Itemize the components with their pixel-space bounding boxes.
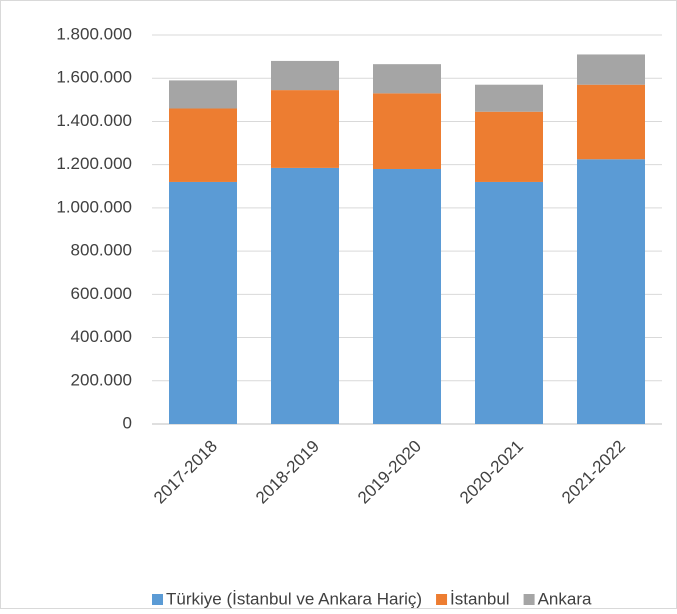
y-tick-label: 1.400.000 [56, 111, 132, 130]
bar-segment [373, 64, 441, 94]
bar-segment [577, 84, 645, 160]
bar-segment [271, 90, 339, 168]
y-tick-label: 1.200.000 [56, 154, 132, 173]
bar-segment [475, 111, 543, 182]
y-tick-label: 200.000 [71, 370, 132, 389]
y-tick-label: 800.000 [71, 241, 132, 260]
legend-label: İstanbul [450, 589, 510, 608]
bar-segment [475, 84, 543, 112]
bar-segment [577, 54, 645, 85]
bar-segment [577, 159, 645, 424]
bar-segment [475, 181, 543, 424]
bar-segment [169, 80, 237, 109]
bar-segment [373, 168, 441, 424]
legend-swatch [152, 594, 163, 605]
bar-segment [271, 167, 339, 425]
bar-segment [373, 93, 441, 169]
y-tick-label: 1.600.000 [56, 68, 132, 87]
legend-swatch [436, 594, 448, 605]
y-tick-label: 1.800.000 [56, 24, 132, 43]
y-tick-label: 0 [123, 413, 132, 432]
y-tick-label: 600.000 [71, 284, 132, 303]
legend-swatch [523, 594, 535, 605]
y-tick-label: 1.000.000 [56, 197, 132, 216]
legend-label: Türkiye (İstanbul ve Ankara Hariç) [166, 589, 422, 608]
bar-segment [169, 181, 237, 424]
bar-segment [169, 108, 237, 182]
legend-label: Ankara [538, 589, 592, 608]
bar-segment [271, 60, 339, 91]
y-tick-label: 400.000 [71, 327, 132, 346]
